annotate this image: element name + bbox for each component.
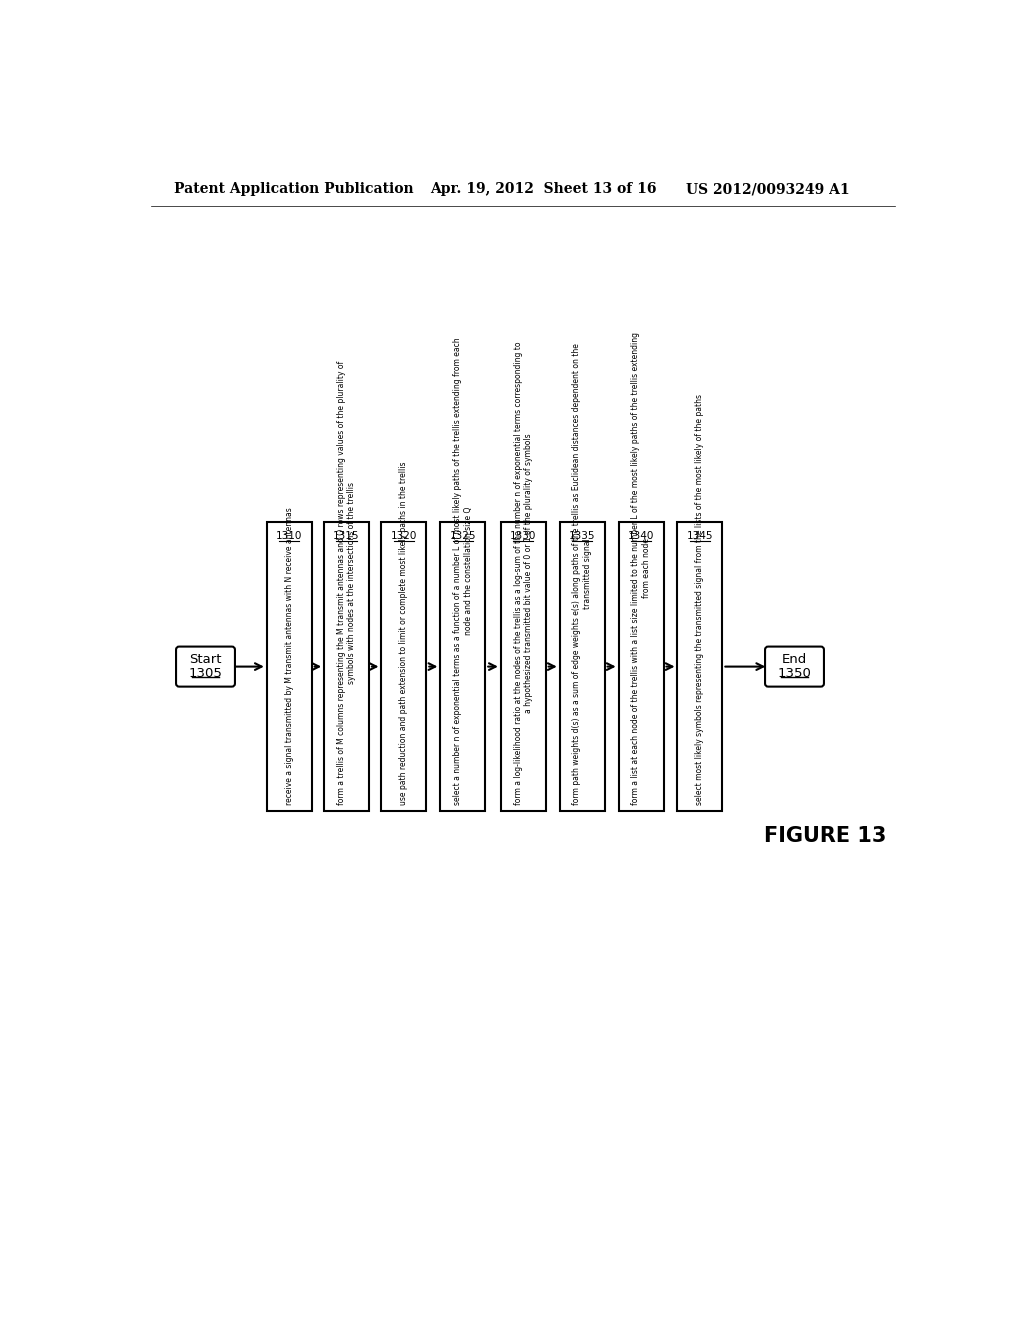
Text: FIGURE 13: FIGURE 13 <box>764 826 887 846</box>
Text: Patent Application Publication: Patent Application Publication <box>174 182 414 197</box>
Text: 1315: 1315 <box>333 531 359 541</box>
Text: 1335: 1335 <box>569 531 595 541</box>
Text: 1325: 1325 <box>450 531 476 541</box>
Text: select most likely symbols representing the transmitted signal from the lists of: select most likely symbols representing … <box>695 393 705 805</box>
Text: 1310: 1310 <box>276 531 302 541</box>
Text: 1350: 1350 <box>777 667 811 680</box>
Text: form path weights d(s) as a sum of edge weights e(s) along paths of the trellis : form path weights d(s) as a sum of edge … <box>572 343 592 805</box>
Text: receive a signal transmitted by M transmit antennas with N receive antennas: receive a signal transmitted by M transm… <box>285 507 294 805</box>
Text: 1330: 1330 <box>510 531 537 541</box>
Text: form a log-likelihood ratio at the nodes of the trellis as a log-sum of the numb: form a log-likelihood ratio at the nodes… <box>514 342 532 805</box>
Text: 1345: 1345 <box>687 531 713 541</box>
FancyBboxPatch shape <box>176 647 234 686</box>
Text: Start: Start <box>189 653 222 667</box>
Text: 1340: 1340 <box>628 531 654 541</box>
Bar <box>266 523 311 810</box>
Text: Apr. 19, 2012  Sheet 13 of 16: Apr. 19, 2012 Sheet 13 of 16 <box>430 182 656 197</box>
Text: form a list at each node of the trellis with a list size limited to the number L: form a list at each node of the trellis … <box>632 331 650 805</box>
Bar <box>618 523 664 810</box>
Bar <box>440 523 485 810</box>
Bar <box>560 523 604 810</box>
Text: use path reduction and path extension to limit or complete most likely paths in : use path reduction and path extension to… <box>399 461 409 805</box>
Bar <box>324 523 369 810</box>
Bar <box>381 523 426 810</box>
Text: End: End <box>782 653 807 667</box>
Text: 1320: 1320 <box>391 531 417 541</box>
FancyBboxPatch shape <box>765 647 824 686</box>
Text: select a number n of exponential terms as a function of a number L of most likel: select a number n of exponential terms a… <box>453 337 472 805</box>
Bar <box>501 523 546 810</box>
Text: form a trellis of M columns representing the M transmit antennas and Q rows repr: form a trellis of M columns representing… <box>337 360 356 805</box>
Text: US 2012/0093249 A1: US 2012/0093249 A1 <box>686 182 850 197</box>
Bar <box>678 523 722 810</box>
Text: 1305: 1305 <box>188 667 222 680</box>
